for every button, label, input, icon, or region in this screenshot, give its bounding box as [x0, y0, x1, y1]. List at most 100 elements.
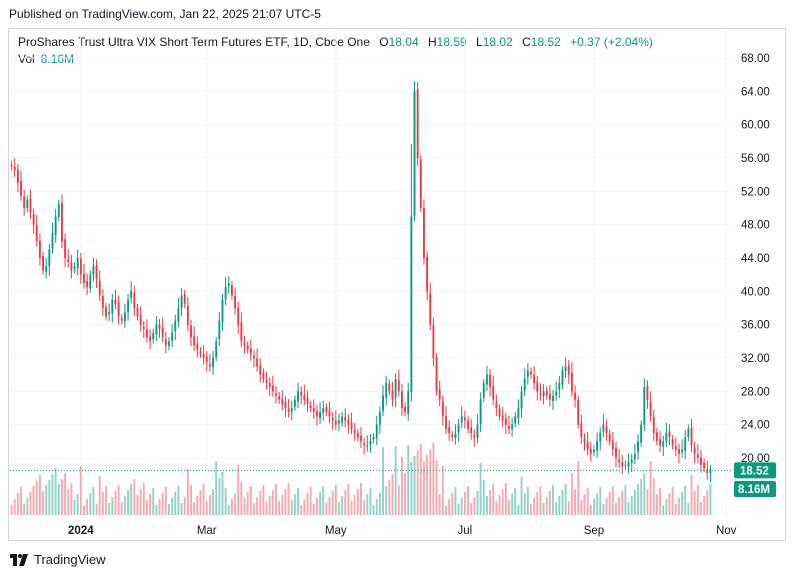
candle-body: [643, 387, 646, 425]
candle-body: [429, 293, 432, 325]
candle-body: [470, 427, 473, 433]
volume-bar: [467, 486, 469, 515]
symbol-title[interactable]: ProShares Trust Ultra VIX Short Term Fut…: [18, 35, 370, 49]
candle-body: [130, 291, 133, 298]
volume-bar: [508, 500, 510, 515]
volume-bar: [284, 489, 287, 515]
candle-body: [593, 449, 595, 452]
candle-body: [574, 392, 577, 400]
volume-bar: [215, 461, 218, 515]
volume-bar: [429, 449, 432, 515]
volume-bar: [696, 485, 699, 515]
candle-body: [605, 426, 608, 433]
tradingview-brand[interactable]: TradingView: [10, 552, 106, 567]
volume-bars: [10, 443, 712, 515]
candle-body: [32, 214, 35, 225]
candle-body: [284, 401, 287, 408]
volume-bar: [312, 504, 315, 515]
candle-body: [520, 391, 523, 409]
price-badge: 18.52: [734, 462, 776, 479]
candle-body: [237, 307, 240, 325]
volume-bar: [460, 498, 463, 515]
volume-bar: [158, 499, 161, 515]
candle-body: [89, 274, 92, 289]
candle-body: [536, 381, 539, 392]
candle-body: [511, 424, 514, 429]
candle-body: [23, 196, 26, 208]
candle-body: [552, 395, 554, 401]
candle-body: [76, 258, 79, 269]
volume-bar: [265, 502, 268, 515]
volume-bar: [451, 493, 454, 515]
volume-bar: [690, 475, 693, 515]
candle-body: [145, 329, 148, 338]
candle-body: [445, 416, 447, 429]
volume-bar: [249, 486, 252, 515]
candle-body: [586, 442, 589, 450]
volume-bar: [426, 455, 429, 515]
y-tick-label: 44.00: [741, 253, 770, 265]
volume-bar: [353, 495, 356, 515]
x-tick-label: Sep: [584, 525, 604, 537]
volume-bar: [221, 472, 224, 515]
volume-bar: [26, 498, 29, 515]
volume-bar: [234, 493, 237, 515]
volume-bar: [79, 466, 82, 515]
candle-body: [114, 299, 117, 304]
candle-body: [48, 249, 51, 267]
volume-bar: [190, 485, 192, 515]
volume-bar: [92, 487, 95, 515]
candle-body: [671, 439, 674, 446]
volume-bar: [290, 500, 293, 515]
candle-body: [95, 265, 98, 279]
candle-body: [117, 302, 120, 317]
candle-body: [407, 391, 410, 415]
volume-bar: [108, 503, 111, 515]
volume-bar: [193, 502, 196, 515]
volume-bar: [608, 492, 611, 515]
volume-bar: [168, 504, 170, 515]
candle-body: [73, 266, 76, 270]
volume-bar: [177, 486, 180, 515]
volume-bar: [83, 505, 85, 515]
volume-bar: [64, 473, 67, 515]
high-label: H: [427, 35, 437, 49]
volume-bar: [76, 494, 79, 515]
candle-body: [375, 424, 378, 439]
candle-body: [608, 433, 611, 442]
volume-bar: [564, 484, 567, 515]
candle-body: [498, 408, 501, 417]
candle-body: [492, 385, 495, 400]
volume-bar: [101, 492, 104, 515]
volume-bar: [681, 492, 684, 515]
volume-badge-text: 8.16M: [738, 484, 770, 496]
volume-bar: [668, 493, 671, 515]
candle-body: [615, 447, 617, 458]
volume-bar: [530, 504, 532, 515]
candle-body: [533, 374, 536, 383]
volume-bar: [230, 499, 233, 515]
volume-bar: [671, 487, 674, 515]
candle-body: [256, 358, 259, 367]
candle-body: [473, 435, 476, 438]
volume-bar: [495, 501, 498, 515]
volume-bar: [706, 490, 709, 515]
volume-bar: [117, 485, 120, 515]
volume-bar: [652, 478, 655, 515]
open-value: 18.04: [388, 35, 419, 49]
volume-bar: [13, 499, 16, 515]
volume-bar: [164, 487, 167, 515]
volume-bar: [149, 494, 152, 515]
candle-body: [555, 391, 558, 396]
volume-bar: [485, 496, 488, 515]
volume-bar: [356, 489, 359, 515]
candle-body: [64, 239, 67, 258]
volume-bar: [142, 483, 145, 515]
candle-body: [111, 299, 114, 314]
volume-bar: [404, 473, 407, 515]
volume-bar: [278, 501, 281, 515]
volume-bar: [498, 495, 501, 515]
volume-bar: [306, 493, 309, 515]
volume-bar: [432, 443, 435, 515]
